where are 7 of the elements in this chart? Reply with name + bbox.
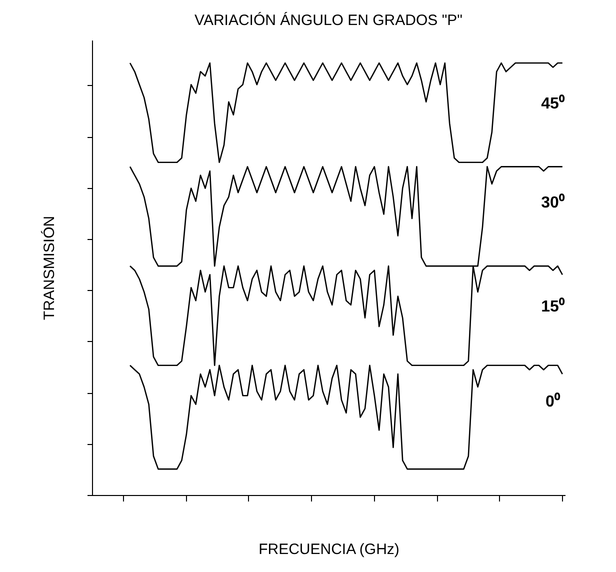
series-label: 15⁰: [541, 297, 565, 316]
series-label: 45⁰: [541, 94, 565, 112]
chart-title: VARIACIÓN ÁNGULO EN GRADOS "P": [194, 11, 462, 29]
series-label: 0⁰: [546, 392, 560, 410]
x-axis-title: FRECUENCIA (GHz): [258, 541, 400, 558]
y-axis-title: TRANSMISIÓN: [40, 216, 58, 320]
series-label: 30⁰: [541, 194, 565, 212]
